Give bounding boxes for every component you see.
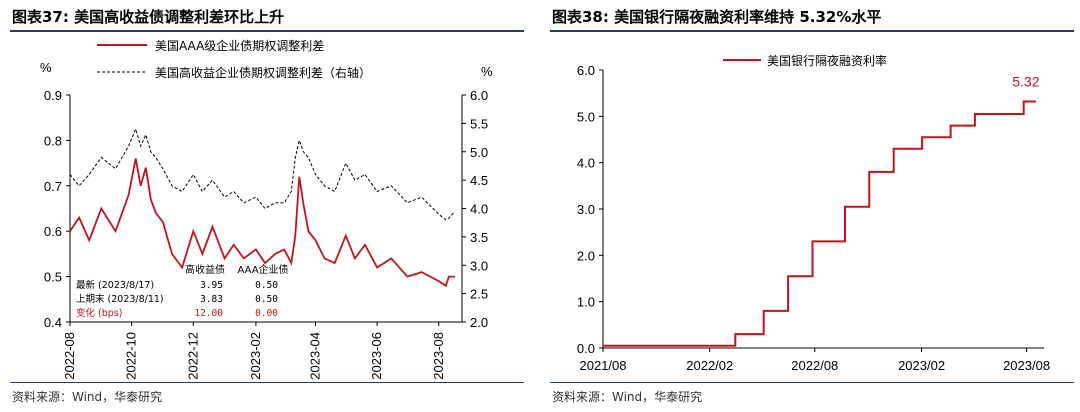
left-chart-title: 图表37: 美国高收益债调整利差环比上升 — [12, 8, 285, 26]
left-y-tick-label: 0.9 — [44, 88, 62, 103]
x-tick-label: 2022/02 — [686, 358, 733, 373]
table-cell: 0.50 — [255, 280, 278, 291]
x-tick-label: 2021/08 — [580, 358, 627, 373]
x-tick-label: 2023/02 — [898, 358, 945, 373]
right-y-tick-label: 2.5 — [470, 287, 488, 302]
right-y-tick-label: 4.0 — [470, 202, 488, 217]
right-chart-source: 资料来源：Wind，华泰研究 — [552, 390, 703, 404]
left-y-tick-label: 0.6 — [44, 224, 62, 239]
legend-label: 美国银行隔夜融资利率 — [767, 53, 887, 68]
table-cell: 3.83 — [200, 294, 223, 305]
right-chart-panel: 图表38: 美国银行隔夜融资利率维持 5.32%水平 美国银行隔夜融资利率 0.0… — [540, 0, 1080, 412]
last-value-label: 5.32 — [1012, 74, 1039, 90]
y-tick-label: 4.0 — [577, 156, 595, 171]
legend-label-high-yield: 美国高收益企业债期权调整利差（右轴） — [155, 65, 371, 80]
y-tick-label: 6.0 — [577, 63, 595, 78]
left-y-tick-label: 0.4 — [44, 315, 62, 330]
table-row-label: 变化 (bps) — [76, 307, 122, 319]
series-line-rate — [603, 100, 1036, 347]
right-axis-unit: % — [481, 64, 493, 79]
table-header: AAA企业债 — [237, 263, 288, 276]
right-y-tick-label: 2.0 — [470, 315, 488, 330]
x-tick-label: 2022-10 — [124, 332, 139, 380]
source-rule — [10, 382, 524, 383]
title-rule — [550, 30, 1074, 32]
left-chart-panel: 图表37: 美国高收益债调整利差环比上升 美国AAA级企业债期权调整利差美国高收… — [0, 0, 530, 412]
series-line-high-yield — [69, 127, 456, 221]
left-axis-unit: % — [40, 60, 52, 75]
right-y-tick-label: 3.0 — [470, 258, 488, 273]
left-y-tick-label: 0.8 — [44, 133, 62, 148]
right-y-tick-label: 5.5 — [470, 116, 488, 131]
table-row-label: 最新 (2023/8/17) — [76, 279, 154, 291]
table-cell: 0.50 — [255, 294, 278, 305]
y-tick-label: 3.0 — [577, 202, 595, 217]
left-y-tick-label: 0.7 — [44, 179, 62, 194]
y-tick-label: 5.0 — [577, 109, 595, 124]
x-tick-label: 2023-08 — [431, 332, 446, 380]
y-tick-label: 0.0 — [577, 341, 595, 356]
left-y-tick-label: 0.5 — [44, 270, 62, 285]
series-line-aaa — [69, 158, 455, 288]
x-tick-label: 2023/08 — [1003, 358, 1050, 373]
right-y-tick-label: 6.0 — [470, 88, 488, 103]
y-tick-label: 1.0 — [577, 295, 595, 310]
right-y-tick-label: 3.5 — [470, 230, 488, 245]
source-rule — [550, 382, 1074, 383]
legend-label-aaa: 美国AAA级企业债期权调整利差 — [155, 38, 324, 53]
table-header: 高收益债 — [185, 263, 225, 276]
right-y-tick-label: 4.5 — [470, 173, 488, 188]
x-tick-label: 2023-04 — [308, 332, 323, 380]
table-cell: 12.00 — [194, 308, 223, 319]
table-cell: 3.95 — [200, 280, 223, 291]
table-row-label: 上期末 (2023/8/11) — [76, 293, 164, 305]
left-chart-source: 资料来源：Wind，华泰研究 — [12, 390, 163, 404]
x-tick-label: 2022-08 — [62, 332, 77, 380]
right-chart-svg: 美国银行隔夜融资利率 0.0 1.0 2.0 3.0 4.0 5.0 6.0 2021/08 20… — [577, 53, 1050, 373]
x-tick-label: 2023-02 — [248, 332, 263, 380]
x-tick-label: 2022/08 — [791, 358, 838, 373]
x-tick-label: 2022-12 — [185, 332, 200, 380]
table-cell: 0.00 — [255, 308, 278, 319]
title-rule — [10, 30, 524, 32]
y-tick-label: 2.0 — [577, 248, 595, 263]
x-tick-label: 2023-06 — [369, 332, 384, 380]
right-y-tick-label: 5.0 — [470, 145, 488, 160]
right-chart-title: 图表38: 美国银行隔夜融资利率维持 5.32%水平 — [552, 8, 882, 26]
